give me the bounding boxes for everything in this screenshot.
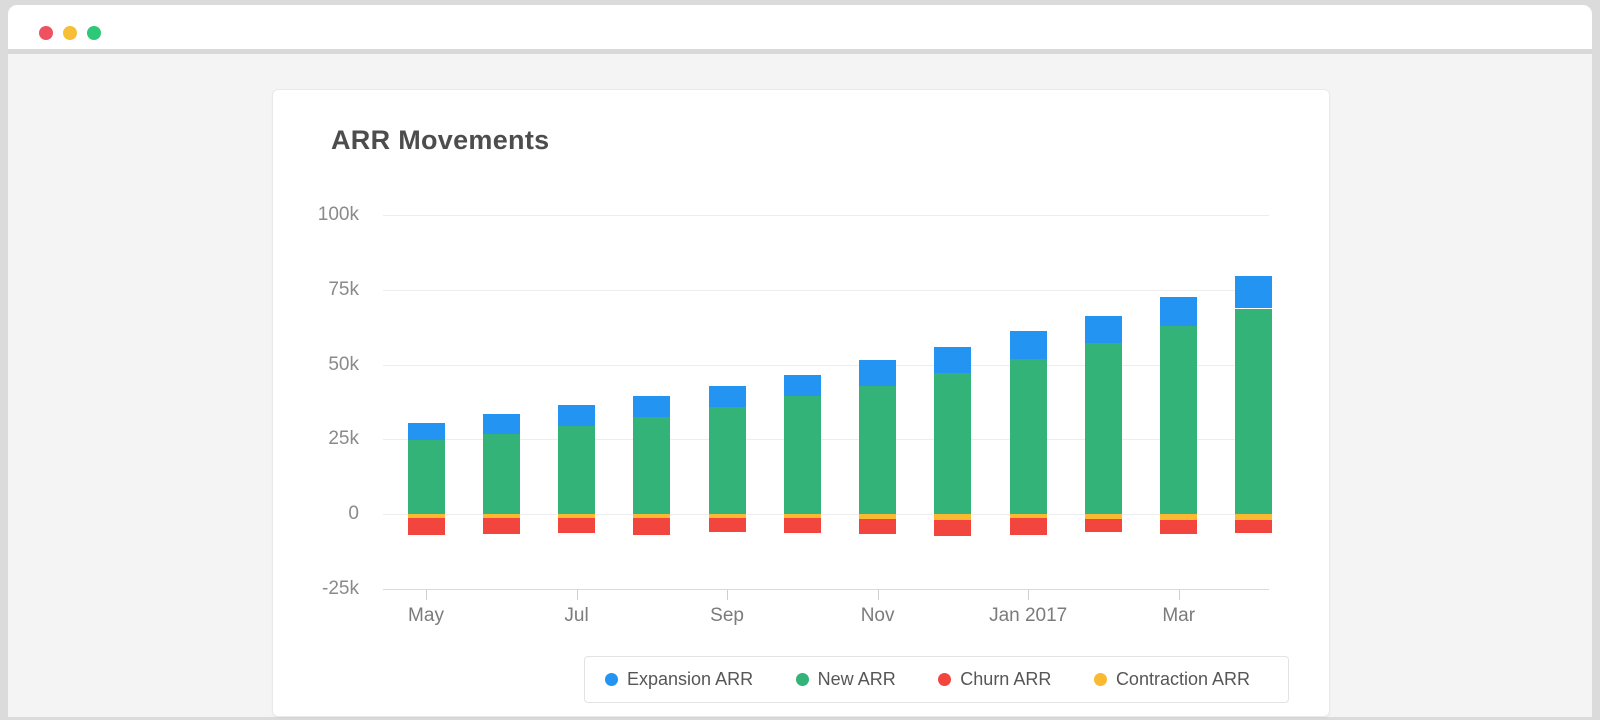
titlebar-divider	[8, 49, 1592, 54]
x-tick-mark	[1028, 589, 1030, 600]
x-tick-mark	[877, 589, 879, 600]
bar-segment-expansion-arr-jun[interactable]	[482, 414, 520, 434]
bar-segment-churn-arr-apr[interactable]	[1235, 520, 1273, 533]
bar-segment-churn-arr-dec[interactable]	[934, 519, 972, 536]
legend-label: Churn ARR	[960, 669, 1052, 689]
x-axis-label: Mar	[1162, 604, 1196, 626]
bar-segment-new-arr-nov[interactable]	[859, 386, 897, 514]
legend-item-contraction-arr[interactable]: Contraction ARR	[1093, 669, 1250, 690]
bar-segment-expansion-arr-nov[interactable]	[859, 360, 897, 387]
bar-segment-contraction-arr-mar[interactable]	[1160, 514, 1198, 520]
bar-segment-contraction-arr-nov[interactable]	[859, 514, 897, 520]
bar-segment-new-arr-sep[interactable]	[708, 407, 746, 514]
bar-segment-expansion-arr-oct[interactable]	[783, 374, 821, 397]
window-titlebar	[8, 5, 1592, 49]
minimize-button[interactable]	[63, 26, 77, 40]
bar-segment-churn-arr-jul[interactable]	[558, 518, 596, 533]
bar-segment-expansion-arr-jul[interactable]	[558, 405, 596, 426]
x-tick-mark	[1178, 589, 1180, 600]
x-axis-label: Jan 2017	[989, 604, 1068, 626]
bar-segment-new-arr-oct[interactable]	[783, 396, 821, 514]
x-axis-label: Nov	[860, 604, 895, 626]
bar-segment-contraction-arr-feb[interactable]	[1084, 514, 1122, 520]
bar-segment-churn-arr-may[interactable]	[407, 518, 445, 536]
bar-segment-new-arr-feb[interactable]	[1084, 343, 1122, 514]
y-axis-label: 75k	[328, 278, 359, 300]
gridline-100k	[383, 215, 1269, 217]
y-axis-label: 50k	[328, 353, 359, 375]
legend-dot-churn-arr	[938, 673, 952, 686]
bar-segment-expansion-arr-sep[interactable]	[708, 385, 746, 408]
bar-segment-churn-arr-jun[interactable]	[482, 518, 520, 534]
x-tick-mark	[727, 589, 729, 600]
bar-segment-churn-arr-mar[interactable]	[1160, 519, 1198, 535]
bar-segment-new-arr-apr[interactable]	[1235, 308, 1273, 514]
legend-item-new-arr[interactable]: New ARR	[795, 669, 896, 690]
bar-segment-contraction-arr-dec[interactable]	[934, 514, 972, 520]
bar-segment-churn-arr-nov[interactable]	[859, 519, 897, 534]
bar-segment-expansion-arr-jan-2017[interactable]	[1009, 331, 1047, 359]
legend-dot-new-arr	[795, 673, 809, 686]
bar-segment-expansion-arr-may[interactable]	[407, 422, 445, 440]
gridline-25k	[383, 439, 1269, 441]
zoom-button[interactable]	[87, 26, 101, 40]
x-tick-mark	[426, 589, 427, 600]
legend-label: Expansion ARR	[627, 669, 754, 689]
gridline-50k	[383, 364, 1269, 366]
bar-segment-contraction-arr-jan-2017[interactable]	[1009, 514, 1047, 519]
bar-segment-new-arr-mar[interactable]	[1160, 326, 1198, 514]
legend-item-expansion-arr[interactable]: Expansion ARR	[605, 669, 753, 690]
bar-segment-contraction-arr-aug[interactable]	[633, 514, 671, 519]
bar-segment-churn-arr-aug[interactable]	[633, 518, 671, 535]
bar-segment-churn-arr-oct[interactable]	[783, 518, 821, 533]
y-axis-label: 25k	[328, 428, 359, 450]
bar-segment-contraction-arr-may[interactable]	[407, 514, 445, 519]
bar-segment-expansion-arr-dec[interactable]	[934, 347, 972, 374]
gridline-0	[383, 514, 1269, 515]
bar-segment-expansion-arr-apr[interactable]	[1235, 275, 1273, 309]
bar-segment-churn-arr-jan-2017[interactable]	[1009, 518, 1047, 535]
bar-segment-new-arr-dec[interactable]	[934, 373, 972, 514]
legend-label: New ARR	[817, 669, 896, 689]
bar-segment-new-arr-aug[interactable]	[633, 417, 671, 514]
bar-segment-new-arr-jul[interactable]	[558, 425, 596, 514]
x-axis-label: May	[408, 604, 444, 626]
legend-item-churn-arr[interactable]: Churn ARR	[938, 669, 1051, 690]
legend-label: Contraction ARR	[1115, 669, 1250, 689]
bar-segment-expansion-arr-aug[interactable]	[633, 395, 671, 418]
x-axis-label: Jul	[564, 604, 589, 626]
chart-legend: Expansion ARR New ARR Churn ARR Contraction…	[584, 656, 1289, 703]
x-axis-label: Sep	[710, 604, 744, 626]
bar-segment-churn-arr-sep[interactable]	[708, 517, 746, 532]
close-button[interactable]	[39, 26, 53, 40]
chart-title: ARR Movements	[331, 125, 550, 155]
gridline--25k	[383, 588, 1269, 590]
chart-card: ARR Movements 100k 75k 50k 25k 0 -25k May Jul Se…	[272, 89, 1330, 717]
bar-segment-new-arr-jun[interactable]	[482, 433, 520, 514]
y-axis-label: 0	[348, 503, 359, 524]
x-tick-mark	[576, 589, 578, 600]
bar-segment-contraction-arr-jun[interactable]	[482, 514, 520, 519]
bar-segment-contraction-arr-jul[interactable]	[558, 514, 596, 519]
y-axis-label: 100k	[317, 204, 359, 226]
bar-segment-new-arr-jan-2017[interactable]	[1009, 358, 1047, 514]
legend-dot-contraction-arr	[1093, 673, 1107, 686]
bar-segment-churn-arr-feb[interactable]	[1084, 519, 1122, 533]
legend-dot-expansion-arr	[605, 673, 618, 686]
gridline-75k	[383, 289, 1269, 291]
bar-segment-expansion-arr-mar[interactable]	[1160, 296, 1198, 327]
bar-segment-contraction-arr-apr[interactable]	[1235, 514, 1273, 521]
bar-segment-contraction-arr-oct[interactable]	[783, 514, 821, 519]
y-axis-label: -25k	[322, 577, 359, 599]
bar-segment-expansion-arr-feb[interactable]	[1084, 315, 1122, 344]
bar-segment-contraction-arr-sep[interactable]	[708, 514, 746, 518]
bar-segment-new-arr-may[interactable]	[407, 439, 445, 514]
arr-movements-chart: 100k 75k 50k 25k 0 -25k May Jul Sep Nov Jan 2017 Ma…	[273, 90, 1329, 716]
